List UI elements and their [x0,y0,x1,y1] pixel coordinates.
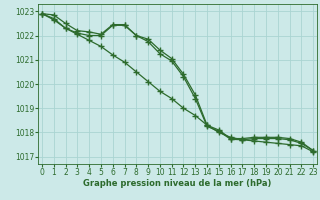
X-axis label: Graphe pression niveau de la mer (hPa): Graphe pression niveau de la mer (hPa) [84,179,272,188]
